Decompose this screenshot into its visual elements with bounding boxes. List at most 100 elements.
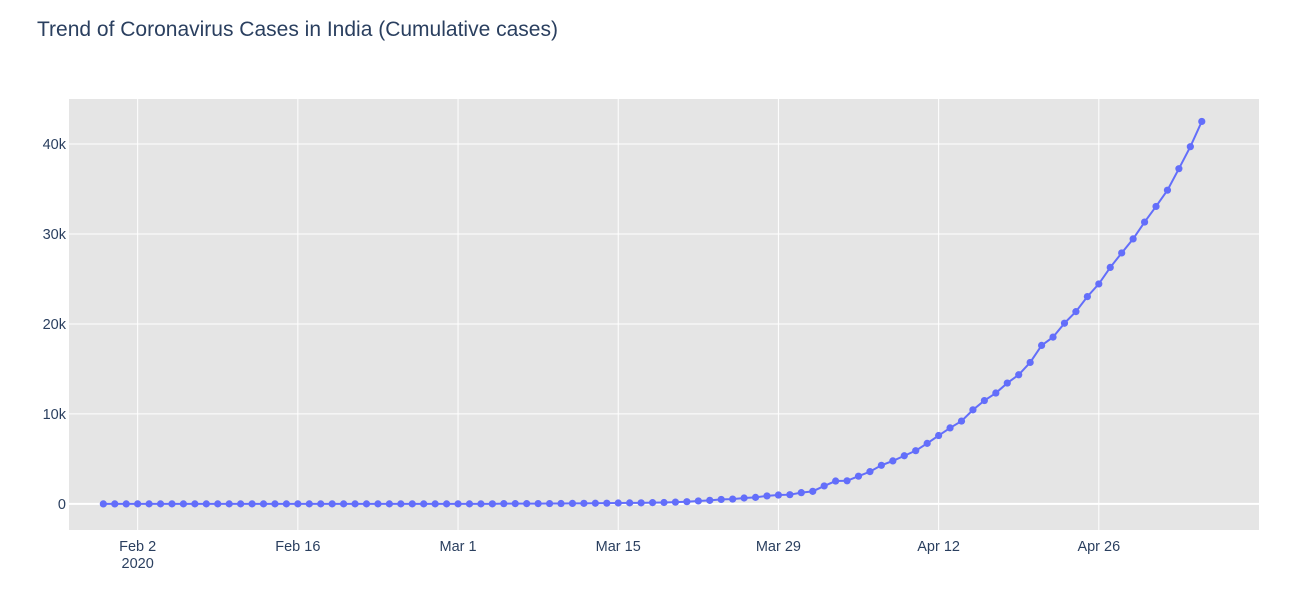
data-point[interactable]	[717, 495, 725, 504]
data-point[interactable]	[1129, 235, 1137, 243]
data-point[interactable]	[683, 498, 691, 506]
data-point[interactable]	[1095, 280, 1103, 288]
data-point[interactable]	[191, 500, 199, 508]
data-point[interactable]	[328, 500, 336, 508]
data-point[interactable]	[1198, 117, 1206, 126]
data-point[interactable]	[214, 500, 222, 508]
data-point[interactable]	[340, 500, 348, 508]
data-point[interactable]	[637, 499, 645, 507]
data-point[interactable]	[259, 500, 268, 508]
data-point[interactable]	[614, 499, 622, 507]
data-point[interactable]	[957, 417, 966, 425]
data-point[interactable]	[1152, 202, 1160, 211]
data-point[interactable]	[122, 500, 130, 508]
data-point[interactable]	[580, 499, 588, 507]
data-point[interactable]	[694, 497, 702, 505]
data-point[interactable]	[1072, 308, 1080, 316]
data-point[interactable]	[168, 500, 176, 508]
data-point[interactable]	[1140, 218, 1149, 226]
data-point[interactable]	[1060, 319, 1069, 327]
data-point[interactable]	[1026, 358, 1034, 367]
data-point[interactable]	[408, 500, 416, 508]
data-point[interactable]	[534, 500, 542, 508]
data-point[interactable]	[477, 500, 485, 508]
data-point[interactable]	[980, 396, 988, 405]
data-point[interactable]	[523, 500, 531, 508]
data-point[interactable]	[1186, 143, 1194, 151]
data-point[interactable]	[1175, 165, 1183, 173]
data-point[interactable]	[431, 500, 439, 508]
data-point[interactable]	[946, 424, 954, 432]
data-point[interactable]	[786, 491, 794, 499]
data-point[interactable]	[179, 500, 188, 508]
y-axis: 0 10k 20k 30k 40k	[43, 137, 67, 513]
data-point[interactable]	[202, 500, 210, 508]
data-point[interactable]	[751, 493, 760, 501]
data-point[interactable]	[420, 500, 428, 508]
data-point[interactable]	[877, 461, 886, 469]
data-point[interactable]	[317, 500, 325, 508]
data-point[interactable]	[454, 500, 462, 508]
data-point[interactable]	[900, 452, 908, 460]
data-point[interactable]	[591, 499, 599, 507]
data-point[interactable]	[271, 500, 279, 508]
data-point[interactable]	[1163, 186, 1172, 194]
data-point[interactable]	[1118, 249, 1126, 257]
data-point[interactable]	[1003, 379, 1011, 387]
data-point[interactable]	[935, 431, 943, 440]
data-point[interactable]	[1038, 341, 1046, 350]
data-point[interactable]	[729, 495, 737, 503]
data-point[interactable]	[99, 500, 107, 508]
data-point[interactable]	[671, 498, 680, 506]
data-point[interactable]	[145, 500, 153, 508]
data-point[interactable]	[248, 500, 256, 508]
data-point[interactable]	[1049, 333, 1057, 341]
data-point[interactable]	[854, 472, 863, 480]
data-point[interactable]	[545, 499, 554, 508]
data-point[interactable]	[866, 468, 874, 476]
data-point[interactable]	[706, 496, 714, 504]
data-point[interactable]	[603, 499, 611, 507]
data-point[interactable]	[797, 489, 805, 497]
data-point[interactable]	[809, 487, 817, 495]
data-point[interactable]	[443, 500, 451, 508]
data-point[interactable]	[820, 482, 828, 490]
data-point[interactable]	[1106, 263, 1114, 272]
data-point[interactable]	[648, 499, 657, 507]
data-point[interactable]	[225, 500, 233, 508]
data-point[interactable]	[237, 500, 245, 508]
data-point[interactable]	[889, 457, 897, 465]
data-point[interactable]	[832, 477, 840, 485]
data-point[interactable]	[763, 492, 771, 500]
data-point[interactable]	[111, 500, 119, 508]
data-point[interactable]	[923, 439, 931, 447]
data-point[interactable]	[992, 389, 1000, 397]
data-point[interactable]	[488, 500, 496, 508]
data-point[interactable]	[465, 500, 474, 508]
data-point[interactable]	[156, 500, 165, 508]
data-point[interactable]	[912, 447, 920, 455]
data-point[interactable]	[362, 500, 371, 508]
data-point[interactable]	[626, 499, 634, 507]
data-point[interactable]	[1015, 371, 1023, 379]
data-point[interactable]	[843, 477, 851, 485]
data-point[interactable]	[557, 499, 565, 508]
y-tick-label: 30k	[43, 227, 67, 243]
data-point[interactable]	[282, 500, 290, 508]
data-point[interactable]	[294, 500, 302, 508]
data-point[interactable]	[660, 498, 668, 507]
data-point[interactable]	[740, 494, 748, 502]
data-point[interactable]	[374, 500, 382, 508]
data-point[interactable]	[397, 500, 405, 508]
data-point[interactable]	[385, 500, 393, 508]
data-point[interactable]	[774, 491, 783, 499]
data-point[interactable]	[351, 500, 359, 508]
data-point[interactable]	[511, 500, 519, 508]
data-point[interactable]	[969, 406, 977, 414]
data-point[interactable]	[305, 500, 313, 508]
data-point[interactable]	[568, 499, 577, 507]
data-point[interactable]	[500, 500, 508, 508]
data-point[interactable]	[134, 500, 142, 508]
data-point[interactable]	[1083, 293, 1091, 301]
